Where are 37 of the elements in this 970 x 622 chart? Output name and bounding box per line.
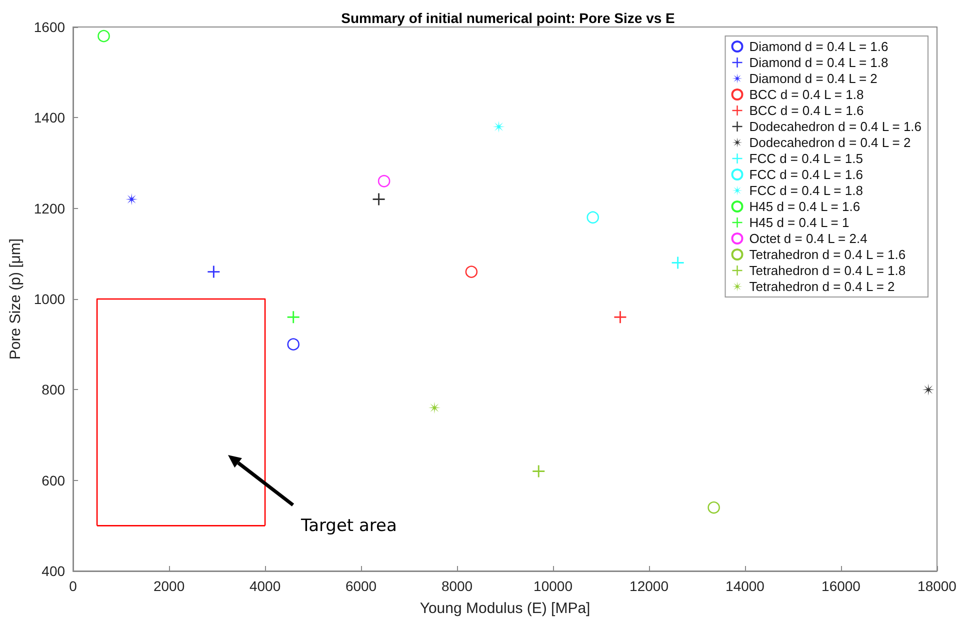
x-tick-label: 2000 [153,578,185,594]
x-tick-label: 10000 [534,578,573,594]
y-tick-label: 1600 [34,19,66,35]
legend-label: Tetrahedron d = 0.4 L = 1.6 [749,247,906,262]
legend-label: FCC d = 0.4 L = 1.8 [749,183,863,198]
x-axis-title: Young Modulus (E) [MPa] [420,600,590,617]
annotation: Target area [300,516,397,536]
legend-label: Tetrahedron d = 0.4 L = 2 [749,279,895,294]
legend-label: Tetrahedron d = 0.4 L = 1.8 [749,263,906,278]
legend-label: BCC d = 0.4 L = 1.6 [749,103,864,118]
y-tick-label: 600 [42,472,66,488]
legend-label: Diamond d = 0.4 L = 2 [749,71,878,86]
x-tick-label: 8000 [441,578,473,594]
chart-title: Summary of initial numerical point: Pore Size vs E [341,10,675,26]
legend-label: FCC d = 0.4 L = 1.6 [749,167,863,182]
y-tick-label: 1000 [34,291,66,307]
legend-label: H45 d = 0.4 L = 1.6 [749,199,860,214]
x-tick-label: 0 [69,578,78,594]
legend-label: Octet d = 0.4 L = 2.4 [749,231,868,246]
x-tick-label: 12000 [630,578,669,594]
legend-label: Diamond d = 0.4 L = 1.6 [749,39,888,54]
y-tick-label: 1200 [34,200,66,216]
x-tick-label: 6000 [345,578,377,594]
legend-label: H45 d = 0.4 L = 1 [749,215,850,230]
legend-label: Diamond d = 0.4 L = 1.8 [749,55,888,70]
x-tick-label: 16000 [822,578,861,594]
x-tick-label: 4000 [249,578,281,594]
x-tick-label: 18000 [918,578,957,594]
y-tick-label: 400 [42,563,66,579]
legend-label: Dodecahedron d = 0.4 L = 1.6 [749,119,922,134]
y-tick-label: 800 [42,382,66,398]
legend-label: Dodecahedron d = 0.4 L = 2 [749,135,911,150]
x-tick-label: 14000 [726,578,765,594]
y-axis-title: Pore Size (p) [μm] [7,238,24,360]
y-tick-label: 1400 [34,110,66,126]
legend-label: FCC d = 0.4 L = 1.5 [749,151,863,166]
legend-label: BCC d = 0.4 L = 1.8 [749,87,864,102]
